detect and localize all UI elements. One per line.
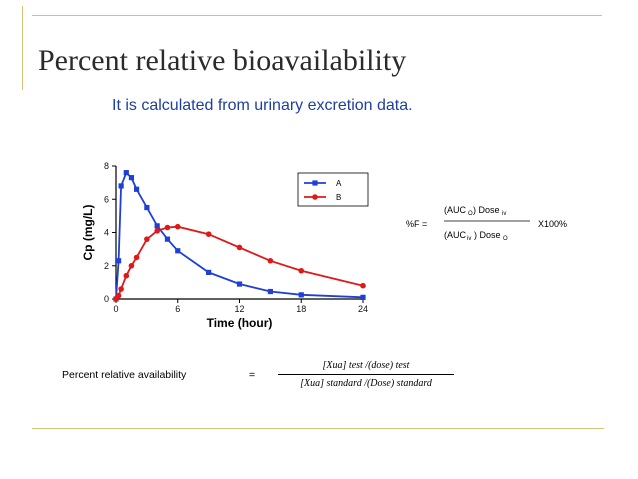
x-tick-label: 6 xyxy=(175,304,180,314)
bottom-rule xyxy=(32,428,604,429)
formula-lhs: %F = xyxy=(406,219,427,229)
x-tick-label: 12 xyxy=(234,304,244,314)
legend-a-label: A xyxy=(336,179,342,188)
equals-sign: = xyxy=(249,369,256,381)
series-a-point xyxy=(206,269,212,275)
series-a-point xyxy=(164,236,171,242)
fraction-denominator: [Xua] standard /(Dose) standard xyxy=(300,378,432,389)
series-a-point xyxy=(236,281,243,287)
x-tick-label: 24 xyxy=(358,304,368,314)
series-b-point xyxy=(174,223,181,230)
series-a-point xyxy=(267,288,273,295)
series-b-line xyxy=(115,225,364,300)
series-b-point xyxy=(128,262,135,269)
x-tick-label: 18 xyxy=(296,304,306,314)
x-tick-label: 0 xyxy=(113,304,118,314)
series-b-point xyxy=(298,267,305,274)
series-a-point xyxy=(118,183,124,189)
legend-a-marker xyxy=(312,180,318,186)
formula-multiplier: X100% xyxy=(538,219,567,229)
legend-b-label: B xyxy=(336,193,341,202)
series-b-point xyxy=(118,286,124,292)
x-axis-label: Time (hour) xyxy=(207,316,273,330)
formula-den-rest: ) Dose xyxy=(474,230,501,240)
slide-title: Percent relative bioavailability xyxy=(38,44,407,77)
series-a-point xyxy=(360,294,366,300)
series-b-point xyxy=(205,231,212,237)
formula-num-open: (AUC xyxy=(444,205,466,215)
percent-f-formula: %F = (AUC O ) Dose iv (AUC iv ) Dose O X… xyxy=(406,205,567,242)
series-a-point xyxy=(115,258,122,264)
series-a-point xyxy=(128,175,135,181)
series-b-point xyxy=(115,292,122,299)
legend-b-marker xyxy=(312,194,318,200)
series-a-point xyxy=(298,292,304,298)
series-a-point xyxy=(154,223,160,229)
formula-num-sub2: iv xyxy=(502,211,506,217)
series-a-point xyxy=(144,204,150,211)
chart-legend: AB xyxy=(297,172,369,207)
y-tick-label: 4 xyxy=(104,228,109,238)
top-rule xyxy=(32,15,602,16)
series-b-point xyxy=(267,257,274,264)
legend-box xyxy=(297,172,369,207)
y-tick-label: 0 xyxy=(104,294,109,304)
y-tick-label: 2 xyxy=(104,261,109,271)
slide-subtitle: It is calculated from urinary excretion … xyxy=(112,97,413,114)
series-a-point xyxy=(123,170,129,176)
left-rule xyxy=(22,6,23,90)
formula-den-sub1: iv xyxy=(467,236,471,242)
series-b-point xyxy=(123,272,130,279)
y-tick-label: 8 xyxy=(104,161,109,171)
y-tick-label: 6 xyxy=(104,194,109,204)
series-a-point xyxy=(175,248,181,254)
series-b-point xyxy=(144,236,150,242)
formula-den-open: (AUC xyxy=(444,230,466,240)
series-b-point xyxy=(164,224,171,231)
relative-availability-fraction: [Xua] test /(dose) test [Xua] standard /… xyxy=(278,359,454,390)
fraction-bar xyxy=(278,374,454,375)
series-b-point xyxy=(154,228,160,234)
fraction-numerator: [Xua] test /(dose) test xyxy=(322,360,410,371)
series-b-point xyxy=(133,254,140,261)
formula-num-rest: ) Dose xyxy=(473,205,500,215)
formula-num-sub1: O xyxy=(468,211,473,217)
relative-availability-label: Percent relative availability xyxy=(62,369,187,381)
series-b-point xyxy=(236,244,243,251)
series-b-point xyxy=(360,282,366,289)
y-axis-label: Cp (mg/L) xyxy=(81,205,95,261)
series-a-point xyxy=(133,186,140,192)
formula-den-sub2: O xyxy=(503,236,508,242)
